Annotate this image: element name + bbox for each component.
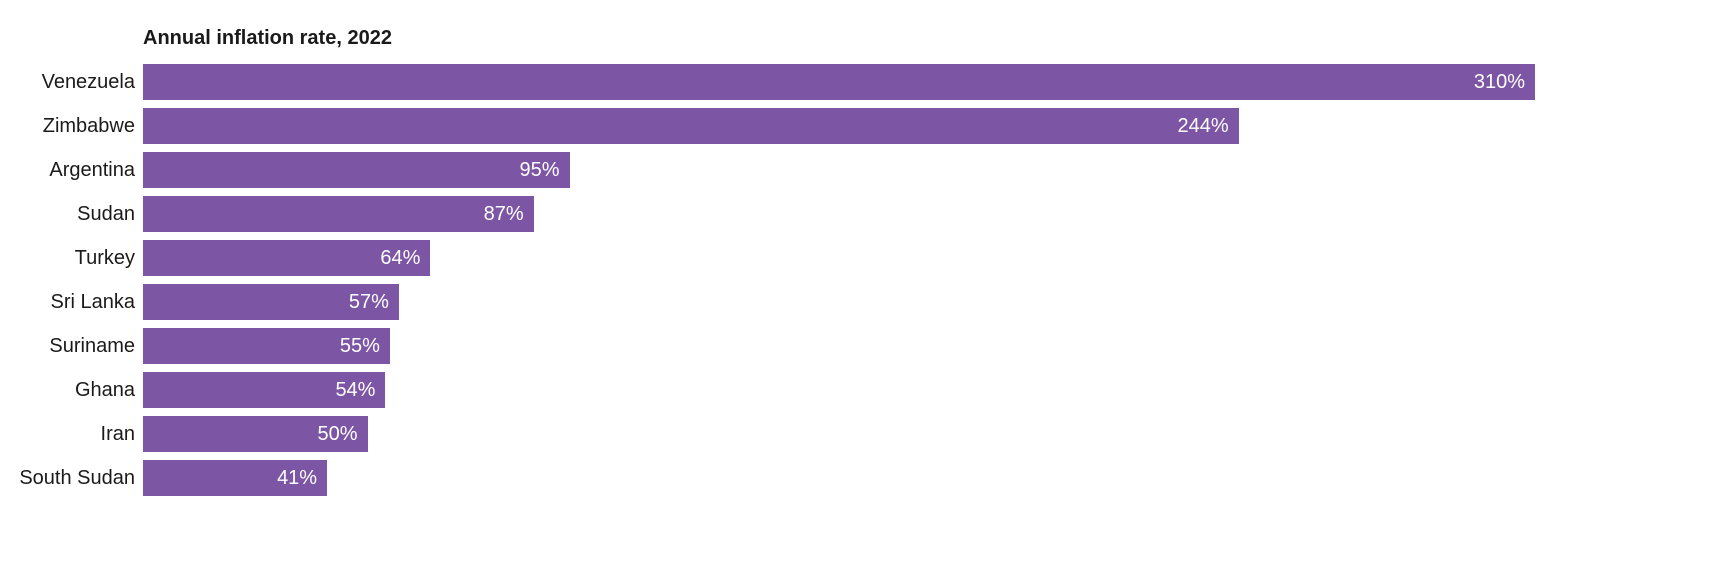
value-label: 50% bbox=[317, 423, 358, 445]
bar-row: Suriname 55% bbox=[0, 328, 1728, 364]
bar-track: 310% bbox=[143, 64, 1535, 100]
value-label: 55% bbox=[339, 335, 380, 357]
value-label: 41% bbox=[277, 467, 318, 489]
category-label: Iran bbox=[100, 423, 135, 445]
bar-row: Venezuela 310% bbox=[0, 64, 1728, 100]
category-label: Ghana bbox=[74, 379, 135, 401]
value-label: 64% bbox=[380, 247, 421, 269]
bar: 244% bbox=[143, 108, 1239, 144]
chart-title: Annual inflation rate, 2022 bbox=[143, 27, 392, 49]
bar: 54% bbox=[143, 372, 386, 408]
bar-row: Turkey 64% bbox=[0, 240, 1728, 276]
bar-row: Sudan 87% bbox=[0, 196, 1728, 232]
bar: 41% bbox=[143, 460, 328, 496]
category-label: Zimbabwe bbox=[42, 115, 135, 137]
bar-row: Argentina 95% bbox=[0, 152, 1728, 188]
bar-track: 64% bbox=[143, 240, 1535, 276]
bar: 310% bbox=[143, 64, 1535, 100]
category-label: Venezuela bbox=[41, 71, 135, 93]
bar: 57% bbox=[143, 284, 399, 320]
value-label: 244% bbox=[1177, 115, 1229, 137]
bar: 50% bbox=[143, 416, 368, 452]
bar-track: 54% bbox=[143, 372, 1535, 408]
bar-row: Zimbabwe 244% bbox=[0, 108, 1728, 144]
value-label: 310% bbox=[1473, 71, 1525, 93]
bar-row: Sri Lanka 57% bbox=[0, 284, 1728, 320]
category-label: Sri Lanka bbox=[50, 291, 136, 313]
bar-row: Iran 50% bbox=[0, 416, 1728, 452]
bar-row: Ghana 54% bbox=[0, 372, 1728, 408]
value-label: 57% bbox=[348, 291, 389, 313]
bar: 64% bbox=[143, 240, 431, 276]
bar: 55% bbox=[143, 328, 390, 364]
bar-track: 50% bbox=[143, 416, 1535, 452]
category-label: Turkey bbox=[74, 247, 135, 269]
value-label: 87% bbox=[483, 203, 524, 225]
bar: 95% bbox=[143, 152, 570, 188]
bar-track: 57% bbox=[143, 284, 1535, 320]
bar-track: 95% bbox=[143, 152, 1535, 188]
bar: 87% bbox=[143, 196, 534, 232]
bar-track: 87% bbox=[143, 196, 1535, 232]
value-label: 54% bbox=[335, 379, 376, 401]
category-label: Argentina bbox=[49, 159, 135, 181]
bar-row: South Sudan 41% bbox=[0, 460, 1728, 496]
bar-rows: Venezuela 310% Zimbabwe 244% Argentina 95% Sud… bbox=[0, 64, 1728, 496]
bar-track: 55% bbox=[143, 328, 1535, 364]
category-label: South Sudan bbox=[19, 467, 135, 489]
value-label: 95% bbox=[519, 159, 560, 181]
category-label: Suriname bbox=[49, 335, 135, 357]
bar-track: 41% bbox=[143, 460, 1535, 496]
category-label: Sudan bbox=[77, 203, 135, 225]
bar-track: 244% bbox=[143, 108, 1535, 144]
